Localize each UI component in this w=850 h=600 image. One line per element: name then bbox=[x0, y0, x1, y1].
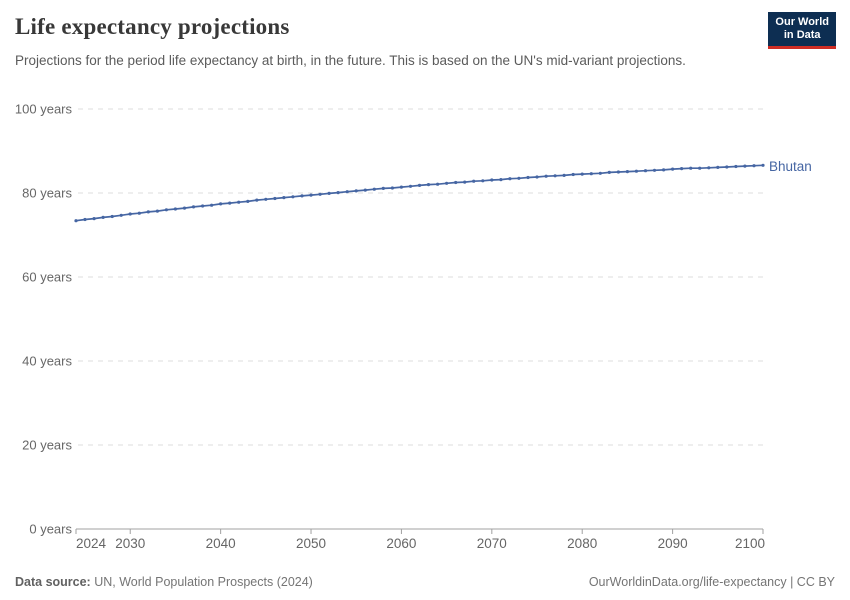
x-tick-label: 2080 bbox=[567, 536, 597, 551]
x-tick-label: 2050 bbox=[296, 536, 326, 551]
x-tick-label: 2030 bbox=[115, 536, 145, 551]
y-axis: 0 years 20 years 40 years 60 years 80 years 1… bbox=[15, 102, 763, 537]
page-subtitle: Projections for the period life expectan… bbox=[15, 53, 686, 68]
owid-logo-line2: in Data bbox=[783, 29, 821, 41]
page-title: Life expectancy projections bbox=[15, 14, 290, 39]
x-tick-label: 2100 bbox=[735, 536, 765, 551]
x-tick-label: 2040 bbox=[206, 536, 236, 551]
x-tick-label: 2024 bbox=[76, 536, 107, 551]
y-tick-label: 0 years bbox=[29, 522, 72, 537]
x-tick-label: 2090 bbox=[658, 536, 688, 551]
chart-footer: Data source: UN, World Population Prospe… bbox=[15, 575, 835, 589]
x-axis: 2024 2030 2040 2050 2060 2070 2080 2090 2100 bbox=[75, 529, 765, 551]
footer-link[interactable]: OurWorldinData.org/life-expectancy | CC … bbox=[588, 575, 835, 589]
y-tick-label: 100 years bbox=[15, 102, 73, 117]
x-tick-label: 2060 bbox=[386, 536, 416, 551]
y-tick-label: 40 years bbox=[22, 354, 72, 369]
owid-logo-line1: Our World bbox=[775, 16, 829, 28]
data-source: Data source: UN, World Population Prospe… bbox=[15, 575, 313, 589]
x-tick-label: 2070 bbox=[477, 536, 507, 551]
y-tick-label: 80 years bbox=[22, 186, 72, 201]
series-label-bhutan[interactable]: Bhutan bbox=[769, 159, 812, 174]
data-source-label: Data source: bbox=[15, 575, 91, 589]
y-tick-label: 60 years bbox=[22, 270, 72, 285]
y-tick-label: 20 years bbox=[22, 438, 72, 453]
owid-logo[interactable]: Our World in Data bbox=[768, 12, 836, 49]
data-source-value: UN, World Population Prospects (2024) bbox=[94, 575, 313, 589]
series-points-bhutan[interactable] bbox=[74, 163, 765, 223]
